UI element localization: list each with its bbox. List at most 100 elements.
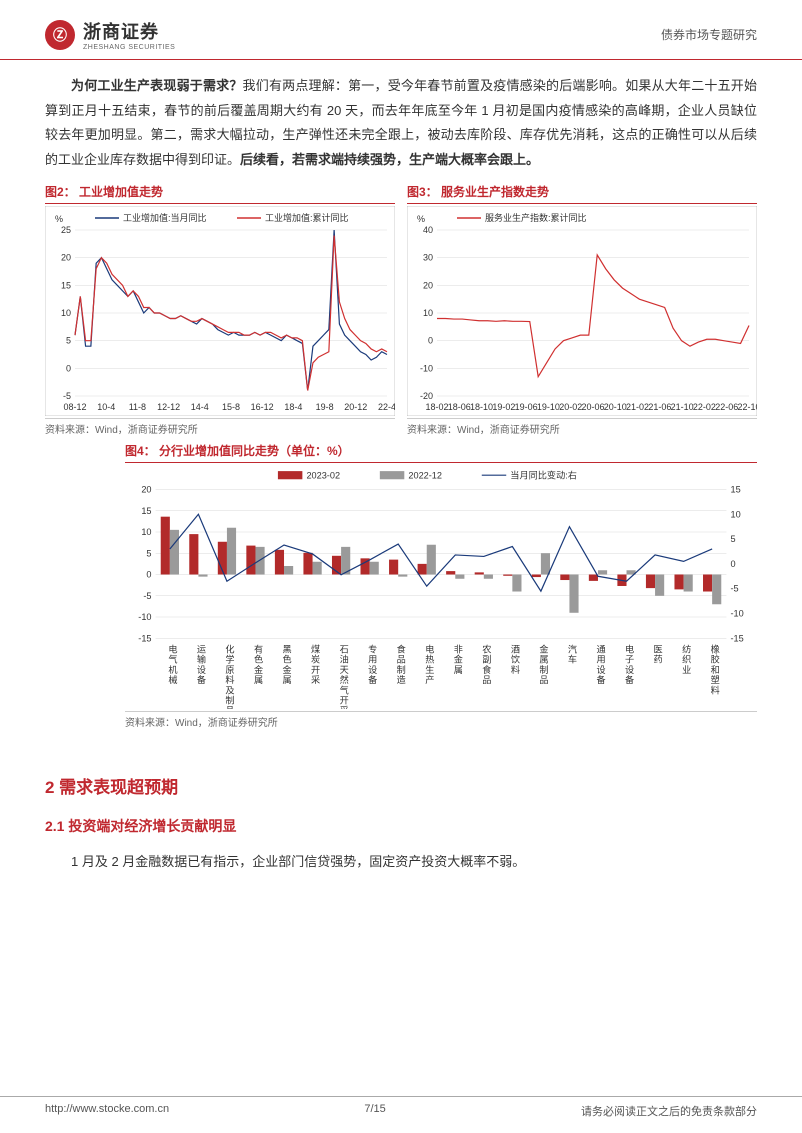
svg-text:-5: -5 bbox=[63, 391, 71, 401]
svg-text:0: 0 bbox=[66, 363, 71, 373]
svg-text:10: 10 bbox=[61, 308, 71, 318]
svg-text:20-10: 20-10 bbox=[604, 402, 627, 412]
logo-block: Ⓩ 浙商证券 ZHESHANG SECURITIES bbox=[45, 18, 175, 51]
svg-text:16-12: 16-12 bbox=[251, 402, 274, 412]
svg-text:-10: -10 bbox=[420, 363, 433, 373]
svg-text:21-10: 21-10 bbox=[671, 402, 694, 412]
chart4-source: 资料来源：Wind，浙商证券研究所 bbox=[125, 711, 757, 729]
svg-text:0: 0 bbox=[146, 569, 151, 579]
svg-text:10: 10 bbox=[141, 527, 151, 537]
svg-text:25: 25 bbox=[61, 225, 71, 235]
svg-text:工业增加值:当月同比: 工业增加值:当月同比 bbox=[123, 212, 207, 223]
chart4-block: 图4： 分行业增加值同比走势（单位：%） -15 -10 -5 0 5 10 15 20 -15… bbox=[0, 442, 802, 730]
svg-text:11-8: 11-8 bbox=[129, 402, 146, 412]
svg-text:20: 20 bbox=[61, 252, 71, 262]
chart3-svg: %-20-10010203040服务业生产指数:累计同比18-0218-0618… bbox=[407, 206, 757, 416]
body-paragraph-1: 为何工业生产表现弱于需求？我们有两点理解：第一，受今年春节前置及疫情感染的后端影… bbox=[45, 74, 757, 173]
svg-text:22-02: 22-02 bbox=[693, 402, 716, 412]
svg-text:化学原料及制品: 化学原料及制品 bbox=[225, 643, 234, 709]
chart4-svg: -15-10-505101520-15-10-50510152023-02202… bbox=[125, 465, 757, 710]
svg-text:12-12: 12-12 bbox=[157, 402, 180, 412]
svg-text:非金属: 非金属 bbox=[454, 643, 463, 674]
svg-text:食品制造: 食品制造 bbox=[397, 643, 406, 685]
svg-text:农副食品: 农副食品 bbox=[482, 643, 491, 685]
logo-en: ZHESHANG SECURITIES bbox=[83, 44, 175, 51]
svg-text:20-02: 20-02 bbox=[559, 402, 582, 412]
svg-text:40: 40 bbox=[423, 225, 433, 235]
page-header: Ⓩ 浙商证券 ZHESHANG SECURITIES 债券市场专题研究 bbox=[0, 0, 802, 60]
svg-text:15-8: 15-8 bbox=[222, 402, 240, 412]
svg-text:橡胶和塑料: 橡胶和塑料 bbox=[711, 643, 720, 695]
footer-url: http://www.stocke.com.cn bbox=[45, 1103, 169, 1119]
svg-text:18-06: 18-06 bbox=[448, 402, 471, 412]
svg-text:15: 15 bbox=[61, 280, 71, 290]
svg-text:18-4: 18-4 bbox=[284, 402, 302, 412]
svg-text:0: 0 bbox=[730, 559, 735, 569]
content-area-2: 2 需求表现超预期 2.1 投资端对经济增长贡献明显 1 月及 2 月金融数据已… bbox=[0, 729, 802, 875]
svg-text:30: 30 bbox=[423, 252, 433, 262]
svg-text:22-10: 22-10 bbox=[737, 402, 757, 412]
svg-text:20: 20 bbox=[141, 484, 151, 494]
svg-text:黑色金属: 黑色金属 bbox=[283, 644, 292, 685]
svg-text:10: 10 bbox=[423, 308, 433, 318]
svg-text:18-10: 18-10 bbox=[470, 402, 493, 412]
svg-text:15: 15 bbox=[730, 484, 740, 494]
footer-disclaimer: 请务必阅读正文之后的免责条款部分 bbox=[581, 1103, 757, 1119]
svg-text:21-02: 21-02 bbox=[626, 402, 649, 412]
svg-text:汽车: 汽车 bbox=[568, 643, 577, 664]
svg-text:22-4: 22-4 bbox=[378, 402, 395, 412]
svg-text:-10: -10 bbox=[730, 608, 743, 618]
bold-conclusion: 后续看，若需求端持续强势，生产端大概率会跟上。 bbox=[240, 152, 539, 167]
question-text: 为何工业生产表现弱于需求？ bbox=[71, 78, 243, 93]
chart3-block: 图3： 服务业生产指数走势 %-20-10010203040服务业生产指数:累计… bbox=[407, 183, 757, 436]
chart2-block: 图2： 工业增加值走势 %-50510152025工业增加值:当月同比工业增加值… bbox=[45, 183, 395, 436]
svg-text:19-06: 19-06 bbox=[515, 402, 538, 412]
svg-text:15: 15 bbox=[141, 506, 151, 516]
svg-text:19-10: 19-10 bbox=[537, 402, 560, 412]
logo-cn: 浙商证券 bbox=[83, 18, 175, 44]
svg-text:纺织业: 纺织业 bbox=[682, 643, 691, 674]
svg-text:工业增加值:累计同比: 工业增加值:累计同比 bbox=[265, 212, 349, 223]
svg-text:-15: -15 bbox=[138, 633, 151, 643]
section-heading-1: 2 需求表现超预期 bbox=[45, 773, 757, 798]
svg-text:19-02: 19-02 bbox=[492, 402, 515, 412]
chart2-svg: %-50510152025工业增加值:当月同比工业增加值:累计同比08-1210… bbox=[45, 206, 395, 416]
svg-text:19-8: 19-8 bbox=[316, 402, 334, 412]
svg-text:酒饮料: 酒饮料 bbox=[511, 644, 520, 674]
svg-text:金属制品: 金属制品 bbox=[539, 643, 548, 685]
section-heading-2: 2.1 投资端对经济增长贡献明显 bbox=[45, 816, 757, 836]
chart2-title: 图2： 工业增加值走势 bbox=[45, 183, 395, 204]
svg-text:14-4: 14-4 bbox=[191, 402, 209, 412]
svg-text:2023-02: 2023-02 bbox=[306, 470, 340, 480]
svg-text:20-12: 20-12 bbox=[344, 402, 367, 412]
svg-text:专用设备: 专用设备 bbox=[368, 643, 377, 685]
section-para: 1 月及 2 月金融数据已有指示，企业部门信贷强势，固定资产投资大概率不弱。 bbox=[45, 850, 757, 875]
svg-text:10-4: 10-4 bbox=[97, 402, 115, 412]
svg-text:21-06: 21-06 bbox=[648, 402, 671, 412]
svg-text:运输设备: 运输设备 bbox=[197, 644, 206, 685]
svg-text:%: % bbox=[55, 214, 63, 224]
svg-text:石油天然气开采: 石油天然气开采 bbox=[340, 644, 349, 709]
svg-text:0: 0 bbox=[428, 335, 433, 345]
page-footer: http://www.stocke.com.cn 7/15 请务必阅读正文之后的… bbox=[0, 1096, 802, 1133]
svg-text:-5: -5 bbox=[730, 583, 738, 593]
svg-text:%: % bbox=[417, 214, 425, 224]
svg-text:煤炭开采: 煤炭开采 bbox=[311, 643, 320, 685]
svg-text:20: 20 bbox=[423, 280, 433, 290]
svg-text:电热生产: 电热生产 bbox=[425, 643, 434, 685]
chart3-source: 资料来源：Wind，浙商证券研究所 bbox=[407, 418, 757, 436]
svg-text:当月同比变动:右: 当月同比变动:右 bbox=[510, 469, 577, 480]
chart4-title: 图4： 分行业增加值同比走势（单位：%） bbox=[125, 442, 757, 463]
chart-row-1: 图2： 工业增加值走势 %-50510152025工业增加值:当月同比工业增加值… bbox=[45, 183, 757, 436]
svg-text:-15: -15 bbox=[730, 633, 743, 643]
svg-text:医药: 医药 bbox=[654, 644, 663, 664]
chart3-title: 图3： 服务业生产指数走势 bbox=[407, 183, 757, 204]
svg-text:服务业生产指数:累计同比: 服务业生产指数:累计同比 bbox=[485, 212, 587, 223]
logo-icon: Ⓩ bbox=[45, 20, 75, 50]
svg-text:-10: -10 bbox=[138, 612, 151, 622]
svg-text:18-02: 18-02 bbox=[425, 402, 448, 412]
svg-text:电子设备: 电子设备 bbox=[625, 643, 634, 685]
svg-text:5: 5 bbox=[730, 534, 735, 544]
svg-text:10: 10 bbox=[730, 509, 740, 519]
content-area: 为何工业生产表现弱于需求？我们有两点理解：第一，受今年春节前置及疫情感染的后端影… bbox=[0, 60, 802, 436]
